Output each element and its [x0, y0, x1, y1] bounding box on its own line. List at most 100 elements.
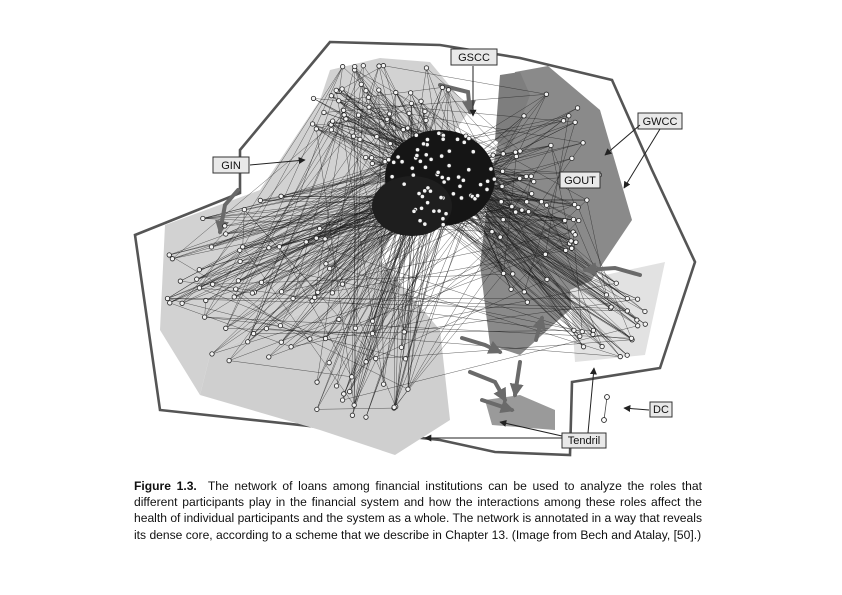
label-gwcc: GWCC	[637, 112, 683, 130]
network-node	[370, 318, 376, 324]
network-node	[577, 333, 583, 339]
network-node	[513, 153, 519, 160]
network-node	[223, 325, 229, 331]
network-node	[450, 191, 457, 197]
network-nodes	[164, 63, 648, 420]
network-node	[542, 251, 548, 257]
network-node	[491, 176, 497, 182]
network-node	[416, 190, 422, 197]
network-node	[303, 239, 309, 245]
network-node	[440, 222, 446, 228]
gscc-label: GSCC	[458, 52, 490, 64]
network-node	[310, 95, 317, 102]
network-node	[314, 379, 320, 385]
network-edge	[281, 241, 307, 292]
network-node	[409, 165, 415, 171]
network-node	[336, 316, 342, 322]
network-node	[500, 168, 506, 174]
network-node	[194, 276, 200, 282]
network-node	[386, 111, 393, 117]
caption-text: The network of loans among financial ins…	[134, 479, 702, 542]
network-node	[584, 197, 590, 203]
network-node	[599, 343, 605, 350]
network-node	[508, 286, 514, 292]
network-edge	[212, 152, 418, 285]
network-node	[440, 216, 446, 222]
network-node	[401, 181, 407, 187]
network-node	[222, 223, 228, 229]
figure-caption: Figure 1.3. The network of loans among f…	[134, 478, 702, 543]
network-node	[405, 386, 411, 392]
network-node	[328, 93, 334, 99]
network-edge	[393, 198, 452, 408]
network-node	[401, 329, 407, 335]
network-node	[340, 64, 346, 70]
network-node	[374, 134, 380, 140]
network-node	[277, 323, 283, 329]
network-edge	[586, 200, 607, 295]
dense-core-shadow	[372, 176, 452, 236]
flow-arrow-tendril-4	[532, 315, 546, 342]
network-node	[498, 199, 504, 205]
network-edge	[268, 156, 399, 248]
network-node	[512, 149, 519, 155]
network-node	[317, 225, 323, 232]
network-node	[327, 265, 333, 272]
network-edge	[474, 195, 638, 326]
network-node	[369, 330, 376, 337]
network-node	[509, 203, 515, 210]
network-node	[410, 172, 416, 178]
network-node	[628, 335, 635, 341]
network-node	[439, 153, 445, 159]
network-node	[570, 216, 577, 223]
network-node	[525, 209, 532, 215]
label-gscc: GSCC	[450, 48, 498, 66]
network-node	[341, 112, 347, 118]
network-node	[233, 286, 239, 292]
network-node	[418, 98, 424, 104]
network-node	[166, 252, 172, 258]
network-node	[245, 339, 251, 345]
network-node	[642, 308, 648, 315]
network-node	[500, 270, 507, 276]
network-node	[440, 136, 446, 142]
network-edge	[524, 122, 576, 292]
network-node	[569, 245, 575, 251]
network-node	[309, 298, 315, 304]
network-node	[575, 204, 581, 210]
network-edge	[407, 145, 552, 390]
network-node	[524, 299, 530, 305]
tendril-bottom-region	[485, 395, 555, 430]
network-node	[457, 183, 463, 189]
network-node	[466, 135, 472, 142]
network-node	[400, 127, 406, 133]
network-node	[543, 91, 550, 97]
network-node	[485, 178, 491, 184]
network-node	[470, 149, 476, 155]
network-edge	[199, 287, 253, 294]
network-node	[497, 234, 503, 240]
network-node	[419, 193, 426, 200]
network-node	[369, 155, 375, 161]
network-edge	[306, 241, 574, 331]
network-edge	[442, 218, 632, 339]
network-edge	[500, 204, 575, 238]
network-node	[336, 98, 342, 104]
network-node	[576, 217, 582, 224]
network-node	[544, 202, 550, 208]
network-node	[519, 207, 525, 213]
network-node	[341, 391, 347, 397]
network-node	[355, 112, 362, 118]
network-edge	[383, 65, 547, 95]
network-edge	[279, 246, 352, 377]
network-edge	[368, 106, 584, 144]
network-edge	[290, 231, 493, 347]
network-node	[573, 239, 579, 245]
network-node	[373, 356, 379, 362]
network-node	[489, 229, 495, 235]
network-node	[250, 331, 257, 337]
network-node	[635, 296, 641, 302]
network-node	[398, 344, 405, 350]
network-node	[500, 151, 506, 157]
network-edge	[545, 115, 570, 255]
